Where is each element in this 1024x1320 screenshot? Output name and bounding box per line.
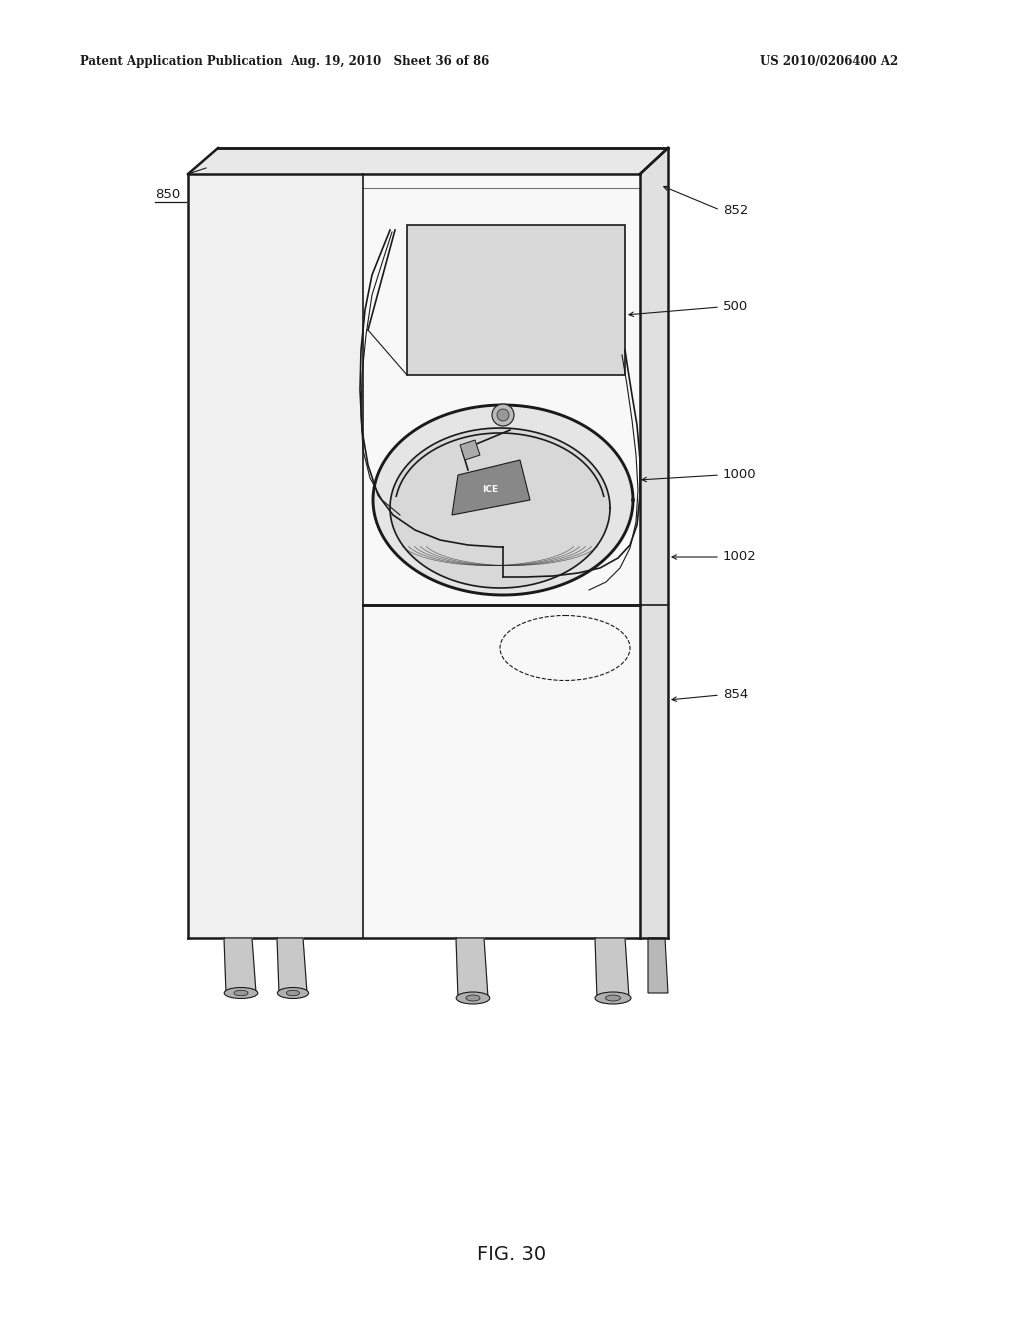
Ellipse shape [595, 993, 631, 1005]
Text: 1002: 1002 [723, 550, 757, 564]
Text: FIG. 30: FIG. 30 [477, 1246, 547, 1265]
Ellipse shape [466, 995, 480, 1001]
Text: Aug. 19, 2010   Sheet 36 of 86: Aug. 19, 2010 Sheet 36 of 86 [291, 55, 489, 69]
Text: 500: 500 [723, 301, 749, 314]
Text: 852: 852 [723, 203, 749, 216]
Polygon shape [407, 224, 625, 375]
Ellipse shape [224, 987, 258, 998]
Ellipse shape [278, 987, 308, 998]
Polygon shape [640, 148, 668, 939]
Text: 1000: 1000 [723, 469, 757, 482]
Ellipse shape [287, 990, 299, 995]
Polygon shape [362, 174, 640, 939]
Polygon shape [373, 405, 633, 595]
Polygon shape [456, 939, 488, 998]
Polygon shape [278, 939, 307, 993]
Ellipse shape [457, 993, 489, 1005]
Polygon shape [460, 440, 480, 459]
Polygon shape [188, 148, 668, 174]
Polygon shape [648, 939, 668, 993]
Ellipse shape [605, 995, 621, 1001]
Polygon shape [188, 174, 362, 939]
Polygon shape [224, 939, 256, 993]
Circle shape [497, 409, 509, 421]
Text: 854: 854 [723, 689, 749, 701]
Polygon shape [390, 428, 610, 587]
Text: 850: 850 [155, 189, 180, 202]
Text: Patent Application Publication: Patent Application Publication [80, 55, 283, 69]
Text: ICE: ICE [482, 486, 498, 495]
Polygon shape [595, 939, 629, 998]
Ellipse shape [234, 990, 248, 995]
Polygon shape [452, 459, 530, 515]
Text: US 2010/0206400 A2: US 2010/0206400 A2 [760, 55, 898, 69]
Circle shape [492, 404, 514, 426]
